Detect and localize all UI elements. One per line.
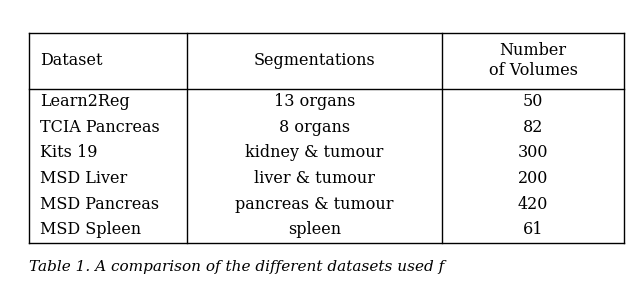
Text: 50: 50 (523, 93, 543, 110)
Text: Number
of Volumes: Number of Volumes (489, 42, 578, 79)
Text: MSD Spleen: MSD Spleen (40, 222, 141, 239)
Text: MSD Liver: MSD Liver (40, 170, 127, 187)
Text: pancreas & tumour: pancreas & tumour (236, 196, 394, 213)
Text: liver & tumour: liver & tumour (254, 170, 375, 187)
Text: Kits 19: Kits 19 (40, 145, 98, 161)
Text: Table 1. A comparison of the different datasets used f: Table 1. A comparison of the different d… (29, 260, 444, 274)
Text: 61: 61 (523, 222, 543, 239)
Text: 200: 200 (518, 170, 548, 187)
Text: spleen: spleen (288, 222, 341, 239)
Text: Segmentations: Segmentations (253, 52, 376, 69)
Text: 8 organs: 8 organs (279, 119, 350, 136)
Text: MSD Pancreas: MSD Pancreas (40, 196, 159, 213)
Text: kidney & tumour: kidney & tumour (245, 145, 384, 161)
Text: TCIA Pancreas: TCIA Pancreas (40, 119, 160, 136)
Text: 420: 420 (518, 196, 548, 213)
Text: 82: 82 (523, 119, 543, 136)
Text: 13 organs: 13 organs (274, 93, 355, 110)
Text: Learn2Reg: Learn2Reg (40, 93, 130, 110)
Text: Dataset: Dataset (40, 52, 103, 69)
Text: 300: 300 (518, 145, 548, 161)
